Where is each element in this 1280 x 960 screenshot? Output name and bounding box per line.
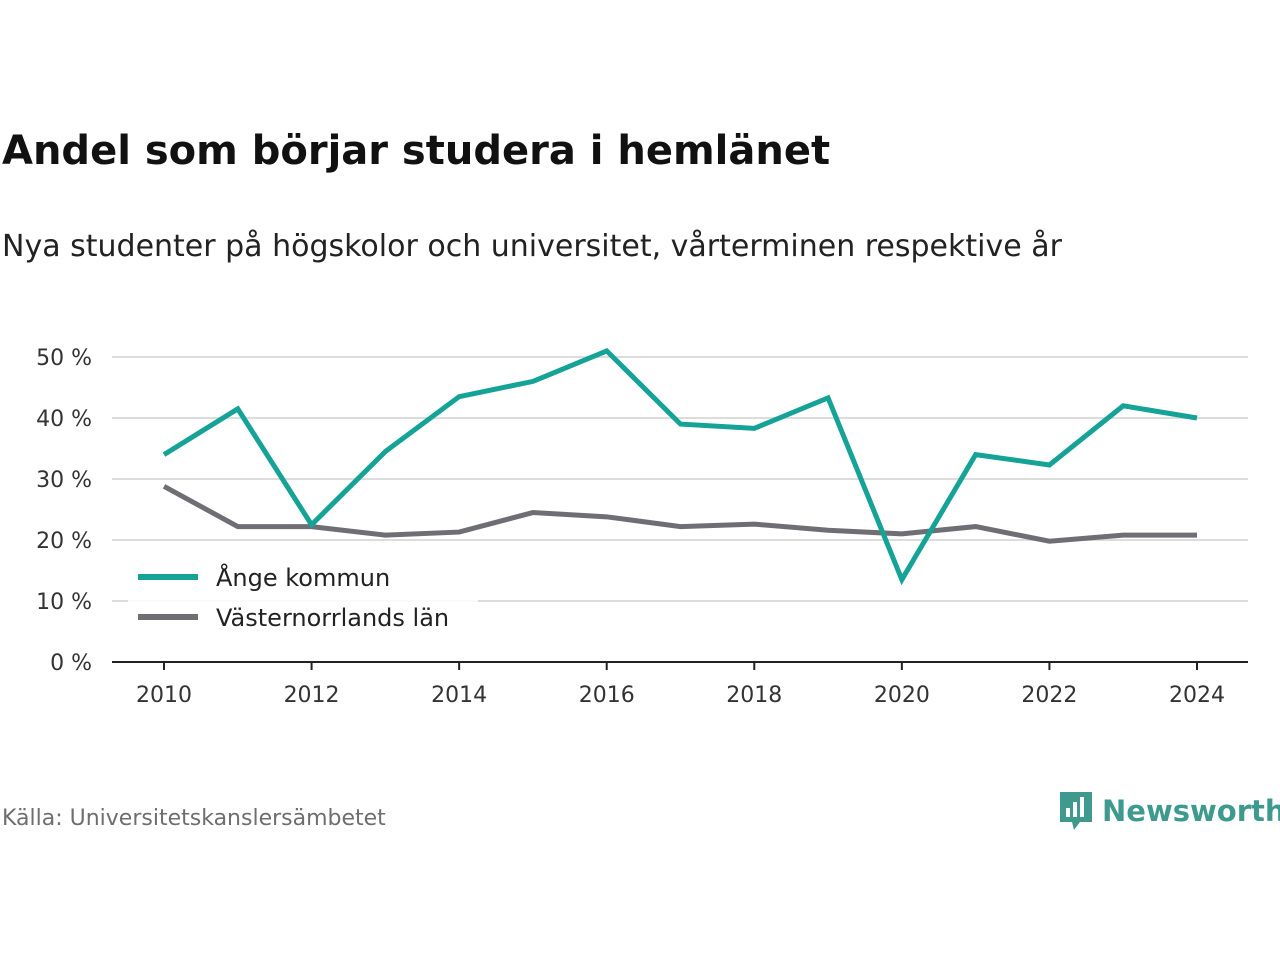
series-lines (162, 347, 1198, 586)
legend-label: Västernorrlands län (216, 604, 449, 632)
source-note: Källa: Universitetskanslersämbetet (2, 806, 386, 831)
x-tick-label: 2020 (874, 683, 930, 708)
y-tick-label: 20 % (36, 529, 92, 554)
x-tick-label: 2012 (284, 683, 340, 708)
x-tick-label: 2018 (726, 683, 782, 708)
x-tick-label: 2014 (431, 683, 487, 708)
line-chart: 0 % 10 % 20 % 30 % 40 % 50 % 2010 2012 2014 2016… (36, 346, 1248, 708)
chart-subtitle: Nya studenter på högskolor och universit… (2, 229, 1062, 264)
series-line-2 (162, 484, 1197, 544)
x-tick-label: 2022 (1021, 683, 1077, 708)
series-line-1 (162, 347, 1198, 586)
y-tick-label: 0 % (50, 651, 92, 676)
legend: Ånge kommun Västernorrlands län (128, 557, 478, 633)
y-tick-label: 50 % (36, 346, 92, 371)
x-tick-label: 2016 (579, 683, 635, 708)
y-tick-label: 40 % (36, 407, 92, 432)
x-tick-label: 2010 (136, 683, 192, 708)
y-axis-ticks: 0 % 10 % 20 % 30 % 40 % 50 % (36, 346, 92, 676)
y-tick-label: 10 % (36, 590, 92, 615)
chart-title: Andel som börjar studera i hemlänet (2, 128, 831, 174)
newsworthy-brand-name: Newsworthy (1102, 794, 1280, 828)
legend-label: Ånge kommun (216, 563, 390, 592)
x-tick-label: 2024 (1169, 683, 1225, 708)
newsworthy-logo: Newsworthy (1058, 790, 1280, 832)
newsworthy-logo-icon (1060, 792, 1092, 830)
x-axis: 2010 2012 2014 2016 2018 2020 2022 2024 (112, 661, 1248, 708)
y-tick-label: 30 % (36, 468, 92, 493)
